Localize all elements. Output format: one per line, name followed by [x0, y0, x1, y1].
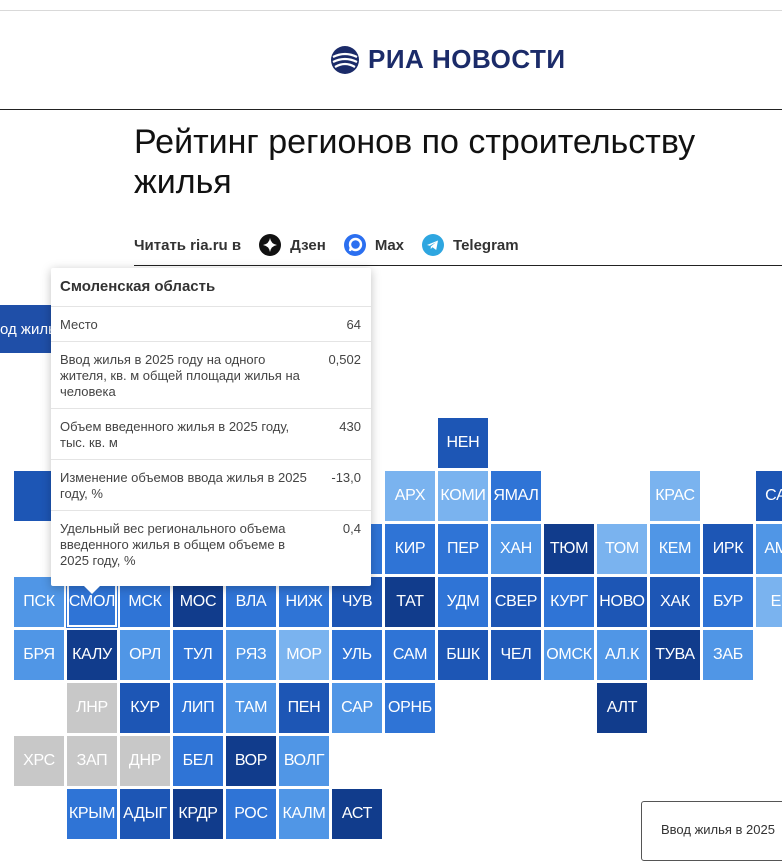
region-tile[interactable]: БУР [703, 577, 753, 627]
read-in-bar: Читать ria.ru в Дзен Max Telegram [134, 232, 519, 258]
region-tile[interactable]: ХРС [14, 736, 64, 786]
telegram-link[interactable]: Telegram [422, 234, 519, 256]
header-divider [0, 109, 782, 110]
article-title: Рейтинг регионов по строительству жилья [134, 123, 696, 201]
dzen-icon [259, 234, 282, 256]
region-tile[interactable]: ОРЛ [120, 630, 170, 680]
region-tile[interactable]: ИРК [703, 524, 753, 574]
region-tile[interactable]: ЧЕЛ [491, 630, 541, 680]
region-tile[interactable]: АСТ [332, 789, 382, 839]
region-tile[interactable]: ПЕР [438, 524, 488, 574]
tooltip-title: Смоленская область [51, 268, 371, 307]
tooltip-row-value: 64 [346, 317, 361, 332]
region-tile[interactable]: САР [332, 683, 382, 733]
region-tile[interactable]: ТАМ [226, 683, 276, 733]
region-tile[interactable]: УДМ [438, 577, 488, 627]
region-tile[interactable]: РЯЗ [226, 630, 276, 680]
region-tile[interactable]: ТУЛ [173, 630, 223, 680]
read-in-label: Читать ria.ru в [134, 236, 242, 254]
region-tile[interactable]: МОР [279, 630, 329, 680]
region-tile[interactable]: ЛИП [173, 683, 223, 733]
region-tile[interactable]: ЯМАЛ [491, 471, 541, 521]
tooltip-row: Изменение объемов ввода жилья в 2025 год… [51, 460, 371, 511]
tooltip-row-label: Ввод жилья в 2025 году на одного жителя,… [60, 352, 300, 399]
region-tile[interactable]: ТУВА [650, 630, 700, 680]
region-tile[interactable]: ВОР [226, 736, 276, 786]
dzen-label: Дзен [290, 236, 326, 254]
region-tile[interactable]: АЛТ [597, 683, 647, 733]
region-tile[interactable]: ХАК [650, 577, 700, 627]
region-tile[interactable]: ВОЛГ [279, 736, 329, 786]
tooltip-row: Удельный вес регионального объема введен… [51, 511, 371, 577]
region-tile[interactable]: КРЫМ [67, 789, 117, 839]
region-tile[interactable]: КАЛУ [67, 630, 117, 680]
tooltip-row: Ввод жилья в 2025 году на одного жителя,… [51, 342, 371, 409]
tooltip-row-value: 0,502 [328, 352, 361, 367]
region-tile[interactable]: САМ [385, 630, 435, 680]
legend-card: Ввод жилья в 2025 [641, 801, 782, 861]
region-tile[interactable]: ЗАП [67, 736, 117, 786]
region-tile[interactable]: НОВО [597, 577, 647, 627]
region-tile[interactable]: ОМСК [544, 630, 594, 680]
region-tile[interactable]: ЕВ [756, 577, 782, 627]
region-tile[interactable]: ЛНР [67, 683, 117, 733]
telegram-icon [422, 234, 445, 256]
region-tile[interactable]: ХАН [491, 524, 541, 574]
max-label: Max [374, 236, 405, 254]
region-tile[interactable]: ТОМ [597, 524, 647, 574]
region-tile[interactable]: БЕЛ [173, 736, 223, 786]
tooltip-row: Место 64 [51, 307, 371, 342]
region-tile[interactable]: КИР [385, 524, 435, 574]
region-tile[interactable]: ЗАБ [703, 630, 753, 680]
ria-logo[interactable]: РИА НОВОСТИ [330, 44, 566, 75]
region-tile[interactable]: АМУ [756, 524, 782, 574]
site-header: РИА НОВОСТИ [0, 11, 782, 109]
telegram-label: Telegram [453, 236, 519, 254]
tooltip-row-value: -13,0 [331, 470, 361, 485]
region-tile[interactable]: АРХ [385, 471, 435, 521]
tooltip-row-label: Объем введенного жилья в 2025 году, тыс.… [60, 419, 290, 450]
metric-selector-label: од жиль [0, 320, 52, 338]
region-tooltip: Смоленская область Место 64 Ввод жилья в… [51, 268, 371, 586]
metric-selector-button[interactable]: од жиль [0, 305, 52, 353]
region-tile[interactable]: КРАС [650, 471, 700, 521]
region-tile[interactable]: ТАТ [385, 577, 435, 627]
region-tile[interactable]: КЕМ [650, 524, 700, 574]
region-tile[interactable]: ПЕН [279, 683, 329, 733]
region-tile[interactable]: БШК [438, 630, 488, 680]
tooltip-row-value: 430 [339, 419, 361, 434]
tooltip-row-label: Удельный вес регионального объема введен… [60, 521, 286, 568]
top-divider [0, 10, 782, 11]
region-tile[interactable]: ОРНБ [385, 683, 435, 733]
dzen-link[interactable]: Дзен [259, 234, 326, 256]
region-tile[interactable]: КАЛМ [279, 789, 329, 839]
read-bar-divider [134, 265, 782, 266]
region-tile[interactable]: УЛЬ [332, 630, 382, 680]
region-tile[interactable]: КУРГ [544, 577, 594, 627]
tooltip-row-label: Изменение объемов ввода жилья в 2025 год… [60, 470, 307, 501]
tooltip-pointer [84, 586, 100, 594]
region-tile[interactable]: РОС [226, 789, 276, 839]
region-tile[interactable]: АЛ.К [597, 630, 647, 680]
legend-card-text: Ввод жилья в 2025 [661, 822, 775, 837]
ria-globe-icon [331, 45, 359, 74]
logo-text: РИА НОВОСТИ [368, 44, 566, 74]
region-tile[interactable]: ТЮМ [544, 524, 594, 574]
region-tile[interactable]: ДНР [120, 736, 170, 786]
region-tile[interactable]: БРЯ [14, 630, 64, 680]
tooltip-row-value: 0,4 [342, 521, 361, 536]
region-tile[interactable]: НЕН [438, 418, 488, 468]
region-tile[interactable]: СВЕР [491, 577, 541, 627]
max-link[interactable]: Max [343, 234, 405, 256]
region-tile[interactable]: КУР [120, 683, 170, 733]
region-tile[interactable]: КРДР [173, 789, 223, 839]
region-tile[interactable]: АДЫГ [120, 789, 170, 839]
max-icon [343, 234, 366, 256]
region-tile[interactable]: САХ [756, 471, 782, 521]
tooltip-row-label: Место [60, 317, 98, 332]
region-tile[interactable]: КОМИ [438, 471, 488, 521]
tooltip-row: Объем введенного жилья в 2025 году, тыс.… [51, 409, 371, 460]
